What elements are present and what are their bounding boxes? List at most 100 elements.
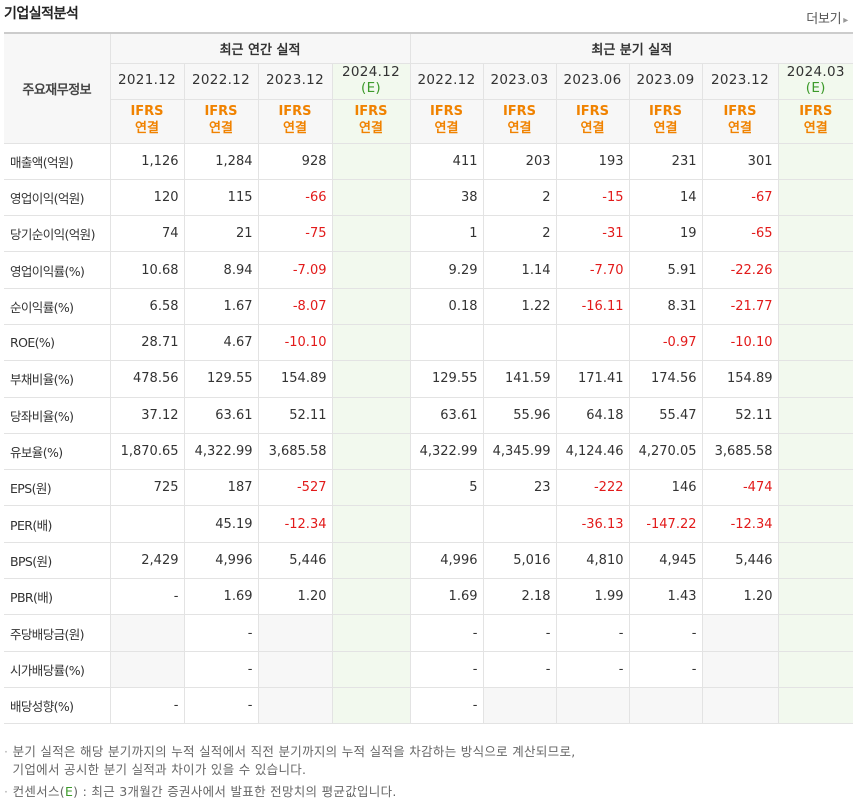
table-cell: -222: [555, 469, 630, 507]
table-cell: [777, 142, 854, 180]
table-cell: 63.61: [409, 396, 484, 434]
table-cell: -: [482, 614, 557, 652]
table-cell: [257, 614, 333, 652]
table-cell: -31: [555, 215, 630, 253]
table-cell: -12.34: [701, 505, 779, 543]
period-label: 2021.12: [118, 72, 176, 89]
ifrs-label: IFRS: [799, 104, 833, 120]
table-cell: 5: [409, 469, 484, 507]
table-cell: [109, 505, 185, 543]
row-label: 시가배당률(%): [4, 650, 111, 688]
table-row: 당기순이익(억원) 74 21 -75 1 2 -31 19 -65: [4, 215, 854, 253]
ifrs-header: IFRS 연결: [183, 98, 259, 144]
table-cell: 141.59: [482, 360, 557, 398]
table-cell: 4,810: [555, 541, 630, 580]
table-cell: 231: [628, 142, 703, 180]
consolidated-label: 연결: [283, 121, 307, 136]
table-cell: [777, 469, 854, 507]
table-cell: [777, 578, 854, 616]
table-cell: 52.11: [701, 396, 779, 434]
table-cell: -: [555, 650, 630, 688]
table-cell: -10.10: [257, 323, 333, 362]
note-line-3-pre: 컨센서스(: [12, 784, 65, 799]
table-cell: -65: [701, 215, 779, 253]
table-cell: -75: [257, 215, 333, 253]
ifrs-header: IFRS 연결: [409, 98, 484, 144]
table-cell: -: [183, 686, 259, 725]
table-cell: -7.70: [555, 251, 630, 289]
table-cell: -: [555, 614, 630, 652]
table-cell: [331, 578, 411, 616]
note-line-3-post: ) : 최근 3개월간 증권사에서 발표한 전망치의 평균값입니다.: [73, 784, 397, 799]
table-cell: 301: [701, 142, 779, 180]
ifrs-header: IFRS 연결: [331, 98, 411, 144]
table-cell: -: [409, 614, 484, 652]
table-cell: 1.43: [628, 578, 703, 616]
period-header: 2023.06: [555, 62, 630, 100]
table-cell: 2: [482, 215, 557, 253]
ifrs-label: IFRS: [502, 104, 537, 120]
table-cell: [777, 215, 854, 253]
table-cell: 28.71: [109, 323, 185, 362]
table-row: 당좌비율(%) 37.12 63.61 52.11 63.61 55.96 64.18 55.…: [4, 396, 854, 434]
table-cell: -7.09: [257, 251, 333, 289]
row-label: 배당성향(%): [4, 686, 111, 725]
table-cell: -: [628, 650, 703, 688]
more-link[interactable]: 더보기 ▸: [806, 8, 848, 27]
table-cell: [331, 432, 411, 471]
table-cell: 129.55: [183, 360, 259, 398]
table-cell: [777, 178, 854, 217]
table-cell: 1.22: [482, 287, 557, 325]
note-line-3-e: E: [64, 784, 74, 799]
table-cell: 4.67: [183, 323, 259, 362]
table-cell: -21.77: [701, 287, 779, 325]
table-row: 유보율(%) 1,870.65 4,322.99 3,685.58 4,322.99 4,…: [4, 432, 854, 471]
table-cell: 5,016: [482, 541, 557, 580]
table-cell: [555, 323, 630, 362]
table-cell: [701, 614, 779, 652]
table-cell: [555, 686, 630, 725]
more-label: 더보기: [806, 12, 842, 27]
table-cell: 1.20: [257, 578, 333, 616]
table-cell: 1.69: [183, 578, 259, 616]
table-cell: [331, 469, 411, 507]
table-cell: 411: [409, 142, 484, 180]
ifrs-label: IFRS: [575, 104, 610, 120]
table-cell: [701, 650, 779, 688]
table-cell: [482, 505, 557, 543]
table-cell: 171.41: [555, 360, 630, 398]
table-cell: 928: [257, 142, 333, 180]
table-cell: -527: [257, 469, 333, 507]
note-quarterly: · 분기 실적은 해당 분기까지의 누적 실적에서 직전 분기까지의 누적 실적…: [4, 744, 576, 777]
ifrs-header: IFRS 연결: [110, 98, 185, 144]
row-label: 유보율(%): [4, 432, 111, 471]
table-cell: 52.11: [257, 396, 333, 434]
table-cell: 5,446: [257, 541, 333, 580]
table-cell: 2,429: [109, 541, 185, 580]
table-cell: -67: [701, 178, 779, 217]
row-header: 주요재무정보: [4, 32, 111, 144]
table-cell: 37.12: [109, 396, 185, 434]
ifrs-label: IFRS: [204, 104, 238, 120]
table-cell: [331, 541, 411, 580]
ifrs-label: IFRS: [648, 104, 683, 120]
consolidated-label: 연결: [135, 121, 159, 136]
table-cell: 74: [109, 215, 185, 253]
table-cell: 1.14: [482, 251, 557, 289]
row-label: 영업이익(억원): [4, 178, 111, 217]
period-header: 2024.03 (E): [777, 62, 854, 100]
consolidated-label: 연결: [359, 121, 383, 136]
table-cell: -147.22: [628, 505, 703, 543]
period-header: 2022.12: [409, 62, 484, 100]
table-cell: 4,270.05: [628, 432, 703, 471]
table-cell: [331, 251, 411, 289]
table-row: ROE(%) 28.71 4.67 -10.10 -0.97 -10.10: [4, 323, 854, 362]
table-cell: -: [183, 614, 259, 652]
table-cell: 154.89: [257, 360, 333, 398]
table-cell: -: [482, 650, 557, 688]
period-label: 2023.12: [266, 72, 324, 89]
financial-table: 주요재무정보 최근 연간 실적 최근 분기 실적 2021.12 2022.12 2…: [4, 32, 854, 725]
period-label: 2023.12: [711, 72, 769, 89]
table-cell: 1.20: [701, 578, 779, 616]
table-cell: [777, 650, 854, 688]
